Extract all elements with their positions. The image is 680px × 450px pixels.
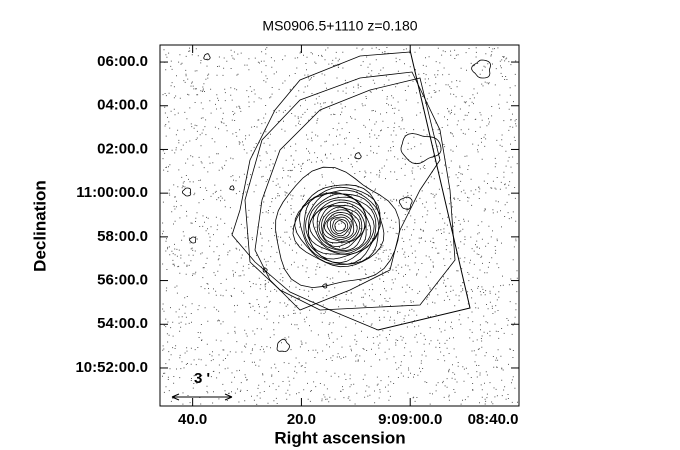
contour <box>294 186 381 266</box>
contour <box>400 133 442 165</box>
y-tick-label: 02:00.0 <box>97 140 148 157</box>
contour <box>275 166 401 289</box>
y-tick-label: 06:00.0 <box>97 53 148 70</box>
source-contour <box>398 196 413 210</box>
contour <box>334 220 346 232</box>
x-tick-label: 40.0 <box>178 411 207 428</box>
field-edge <box>377 49 471 331</box>
plot-frame <box>159 44 520 407</box>
contour <box>299 189 382 265</box>
y-tick-label: 04:00.0 <box>97 97 148 114</box>
source-contour <box>322 283 328 289</box>
source-contour <box>181 187 192 197</box>
contour <box>292 184 385 268</box>
contour <box>329 216 351 237</box>
contour <box>303 192 380 264</box>
x-tick-label: 08:40.0 <box>468 411 519 428</box>
x-tick-label: 20.0 <box>287 411 316 428</box>
source-contour <box>276 338 290 353</box>
contour <box>326 214 353 238</box>
contour <box>305 191 377 260</box>
chart-title: MS0906.5+1110 z=0.180 <box>262 18 417 34</box>
source-contour <box>229 185 235 191</box>
plot-area <box>162 47 518 405</box>
source-contour <box>262 267 268 273</box>
x-axis-label: Right ascension <box>274 428 405 447</box>
contour <box>332 218 349 235</box>
source-contour <box>471 59 491 79</box>
contour <box>322 209 358 242</box>
y-tick-label: 54:00.0 <box>97 315 148 332</box>
y-tick-label: 56:00.0 <box>97 272 148 289</box>
y-tick-label: 11:00:00.0 <box>76 184 148 201</box>
y-tick-label: 58:00.0 <box>97 228 148 245</box>
scale-label: 3 ' <box>194 370 210 387</box>
x-tick-label: 9:09:00.0 <box>378 411 442 428</box>
contour <box>231 51 411 331</box>
contour <box>316 205 366 250</box>
noise <box>162 47 518 405</box>
source-contour <box>203 53 211 61</box>
y-tick-label: 10:52:00.0 <box>75 359 148 376</box>
source-contour <box>189 236 197 244</box>
scale-bar-arrows <box>171 393 233 401</box>
y-axis-label: Declination <box>30 180 49 272</box>
contour <box>244 71 456 311</box>
source-contour <box>354 152 362 160</box>
contour <box>312 201 367 252</box>
contour <box>321 206 361 244</box>
contour <box>323 212 355 240</box>
contour <box>254 77 441 311</box>
contour <box>318 205 363 248</box>
